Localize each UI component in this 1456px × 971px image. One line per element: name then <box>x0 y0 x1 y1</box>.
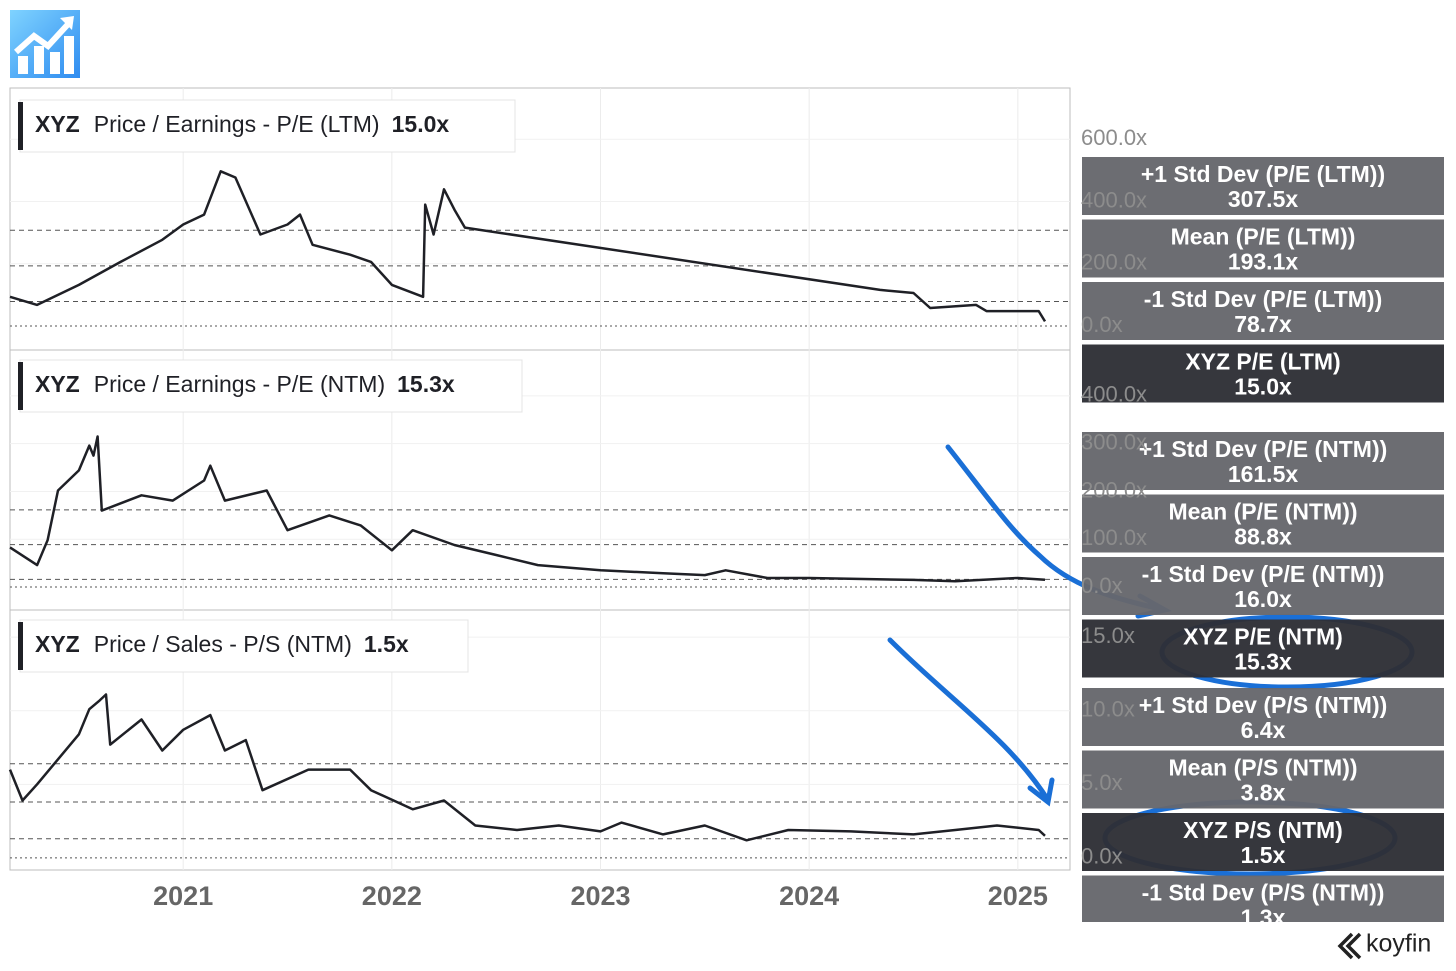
title-box-bg <box>19 359 523 413</box>
reference-box <box>1082 688 1444 746</box>
current-value-box <box>1082 619 1444 678</box>
brand: koyfin <box>1337 930 1431 960</box>
box-name: Mean (P/E (NTM)) <box>1168 499 1357 525</box>
title-part: 1.5x <box>364 631 409 657</box>
x-tick-label: 2021 <box>153 881 213 911</box>
title-part: 15.0x <box>392 111 450 137</box>
box-value: 15.0x <box>1234 374 1292 400</box>
box-value: 16.0x <box>1234 586 1292 612</box>
box-value: 88.8x <box>1234 524 1292 550</box>
y-tick-label: 5.0x <box>1081 770 1123 795</box>
reference-box <box>1082 157 1444 215</box>
title-box-accent <box>18 622 23 670</box>
title-box-bg <box>19 619 469 673</box>
box-value: 307.5x <box>1228 186 1299 212</box>
box-name: +1 Std Dev (P/S (NTM)) <box>1139 692 1388 718</box>
reference-box <box>1082 282 1444 340</box>
box-name: Mean (P/E (LTM)) <box>1171 224 1356 250</box>
box-value: 161.5x <box>1228 461 1299 487</box>
box-value: 15.3x <box>1234 649 1292 675</box>
y-tick-label: 400.0x <box>1081 382 1147 407</box>
title-part: Price / Earnings - P/E (NTM) <box>94 371 385 397</box>
x-tick-label: 2022 <box>362 881 422 911</box>
box-name: XYZ P/E (NTM) <box>1183 624 1343 650</box>
charts: 2021 2022 2023 2024 2025 XYZ Price / Earnings … <box>8 88 1070 911</box>
reference-box <box>1082 557 1444 615</box>
title: XYZ Price / Earnings - P/E (LTM) 15.0x <box>35 111 449 137</box>
box-name: XYZ P/S (NTM) <box>1183 817 1343 843</box>
y-tick-label: 10.0x <box>1081 697 1135 722</box>
box-name: XYZ P/E (LTM) <box>1185 349 1340 375</box>
title-box: XYZ Price / Earnings - P/E (NTM) 15.3x <box>18 359 523 413</box>
y-tick-label: 0.0x <box>1081 844 1123 869</box>
current-value-box <box>1082 813 1444 871</box>
value-boxes: +1 Std Dev (P/E (LTM))307.5x Mean (P/E (L… <box>1082 157 1444 931</box>
title-box: XYZ Price / Sales - P/S (NTM) 1.5x <box>18 619 469 673</box>
box-value: 6.4x <box>1241 717 1286 743</box>
series-line <box>9 170 1047 323</box>
title: XYZ Price / Earnings - P/E (NTM) 15.3x <box>35 371 455 397</box>
box-name: +1 Std Dev (P/E (NTM)) <box>1139 436 1388 462</box>
y-tick-label: 400.0x <box>1081 187 1147 212</box>
reference-box <box>1082 432 1444 490</box>
series-line <box>9 435 1046 583</box>
title-part: Price / Sales - P/S (NTM) <box>94 631 352 657</box>
y-tick-label: 600.0x <box>1081 125 1147 150</box>
x-tick-label: 2023 <box>570 881 630 911</box>
box-name: -1 Std Dev (P/E (NTM)) <box>1142 561 1385 587</box>
title-box-accent <box>18 362 23 410</box>
box-value: 1.3x <box>1241 905 1286 931</box>
title-part: XYZ <box>35 631 80 657</box>
x-tick-label: 2025 <box>988 881 1048 911</box>
y-tick-label: 200.0x <box>1081 477 1147 502</box>
reference-box <box>1082 494 1444 553</box>
y-tick-label: 100.0x <box>1081 525 1147 550</box>
chart-frame <box>9 87 1071 871</box>
box-name: Mean (P/S (NTM)) <box>1168 755 1357 781</box>
box-name: +1 Std Dev (P/E (LTM)) <box>1141 161 1385 187</box>
title-box-accent <box>18 102 23 150</box>
y-tick-label: 0.0x <box>1081 573 1123 598</box>
box-value: 1.5x <box>1241 842 1286 868</box>
title-box: XYZ Price / Earnings - P/E (LTM) 15.0x <box>18 99 516 153</box>
y-tick-label: 200.0x <box>1081 250 1147 275</box>
title: XYZ Price / Sales - P/S (NTM) 1.5x <box>35 631 409 657</box>
reference-box <box>1082 219 1444 278</box>
reference-box <box>1082 750 1444 809</box>
title-part: 15.3x <box>397 371 455 397</box>
box-name: -1 Std Dev (P/E (LTM)) <box>1144 286 1383 312</box>
title-part: XYZ <box>35 111 80 137</box>
box-value: 78.7x <box>1234 311 1292 337</box>
current-value-box <box>1082 344 1444 403</box>
title-part: XYZ <box>35 371 80 397</box>
box-value: 3.8x <box>1241 780 1286 806</box>
title-box-bg <box>19 99 516 153</box>
reference-box <box>1082 875 1444 922</box>
brand-name: koyfin <box>1366 930 1431 958</box>
y-tick-label: 0.0x <box>1081 312 1123 337</box>
title-part: Price / Earnings - P/E (LTM) <box>94 111 380 137</box>
series-line <box>8 693 1046 842</box>
box-name: -1 Std Dev (P/S (NTM)) <box>1142 880 1385 906</box>
y-tick-label: 300.0x <box>1081 429 1147 454</box>
box-value: 193.1x <box>1228 249 1299 275</box>
x-tick-label: 2024 <box>779 881 839 911</box>
app-logo <box>10 10 80 78</box>
y-tick-label: 15.0x <box>1081 623 1135 648</box>
